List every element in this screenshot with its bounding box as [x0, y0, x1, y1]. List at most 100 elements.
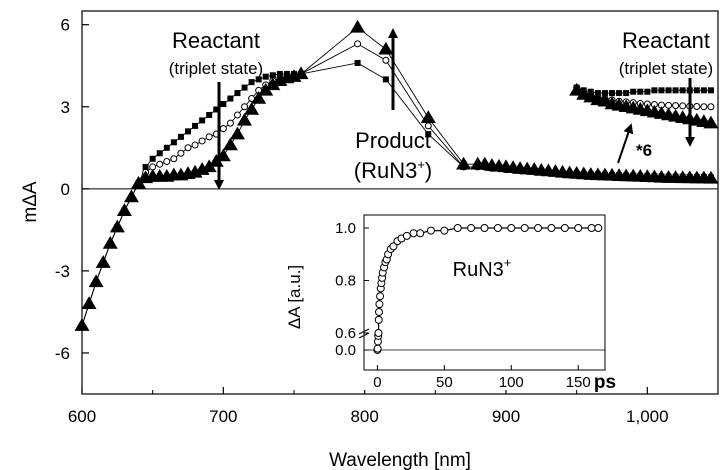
reactant-left-title: Reactant	[172, 28, 260, 53]
arrow-scale-up	[617, 123, 634, 164]
inset-title-main: RuN3	[453, 259, 504, 281]
data-point	[74, 318, 90, 331]
inset-data-point	[453, 224, 462, 232]
inset-y-tick-label: 0.0	[335, 342, 356, 359]
data-point	[637, 88, 644, 95]
y-tick-label: -6	[55, 344, 70, 363]
data-point	[229, 126, 245, 140]
x-tick-label: 1,000	[626, 407, 669, 426]
inset-data-point	[534, 224, 543, 232]
scale-label: *6	[636, 141, 652, 160]
data-point	[262, 73, 269, 80]
data-point	[185, 128, 191, 135]
data-point	[184, 144, 192, 152]
inset-data-point	[520, 224, 529, 232]
data-point	[350, 19, 366, 33]
y-tick-label: 6	[61, 16, 70, 35]
inset-y-tick-label: 0.8	[335, 273, 356, 290]
data-point	[237, 112, 253, 126]
data-point	[88, 274, 104, 288]
data-point	[227, 95, 234, 102]
data-point	[644, 88, 651, 95]
reactant-left-subtitle: (triplet state)	[169, 59, 263, 78]
inset-data-point	[467, 224, 476, 232]
data-point	[707, 87, 714, 94]
inset-axis-ticks: 0 50 100 150 0.00.6 0.8 1.0	[335, 220, 605, 391]
x-tick-label: 800	[350, 407, 378, 426]
inset-data-point	[374, 329, 383, 337]
inset-data-point	[373, 344, 382, 353]
data-point	[149, 155, 156, 162]
data-point	[569, 82, 585, 96]
inset-axis-break	[358, 328, 370, 335]
data-point	[378, 41, 394, 55]
plot-frame	[81, 10, 719, 395]
data-point	[95, 255, 111, 268]
data-point	[425, 131, 432, 138]
data-point	[102, 236, 118, 249]
data-point	[170, 155, 178, 163]
data-point	[142, 163, 149, 170]
data-point	[226, 119, 234, 127]
product-sub-close: )	[425, 158, 432, 183]
inset-data-point	[594, 224, 603, 232]
data-point	[672, 102, 680, 110]
data-point	[198, 137, 206, 145]
data-point	[81, 296, 97, 309]
y-axis-label: mΔA	[20, 181, 41, 223]
inset-y-tick-label: 1.0	[335, 220, 356, 237]
inset-data-point	[402, 231, 411, 240]
data-point	[192, 122, 199, 129]
reactant-right-title: Reactant	[622, 28, 710, 53]
inset-data-point	[560, 224, 569, 232]
data-point	[693, 87, 700, 94]
inset-x-tick-label: 0	[373, 374, 381, 391]
inset-x-tick-label: 150	[566, 374, 591, 391]
main-axis-ticks: 600 700 800 900 1,000 -6 -3 0 3 6	[55, 16, 719, 426]
series-layer	[74, 19, 719, 331]
data-point	[658, 87, 665, 94]
inset-series	[373, 224, 603, 354]
data-point	[707, 103, 715, 111]
data-point	[700, 87, 707, 94]
data-point	[630, 88, 637, 95]
data-point	[123, 189, 139, 203]
y-tick-label: 3	[61, 98, 70, 117]
data-point	[703, 115, 719, 129]
data-point	[255, 76, 262, 83]
data-point	[241, 103, 249, 111]
inset-data-point	[493, 224, 502, 232]
data-point	[234, 90, 241, 97]
data-point	[219, 125, 227, 133]
inset-frame	[363, 214, 606, 371]
data-point	[293, 66, 309, 80]
x-tick-label: 900	[492, 407, 520, 426]
series-filled-triangle	[569, 82, 719, 129]
data-point	[163, 157, 171, 165]
inset-series-layer	[373, 224, 603, 354]
inset-panel	[340, 212, 608, 390]
inset-data-point	[480, 224, 489, 232]
product-sub-main: (RuN3	[354, 158, 418, 183]
data-point	[672, 87, 679, 94]
inset-x-tick-label: 100	[499, 374, 524, 391]
data-point	[703, 170, 719, 184]
data-point	[222, 137, 238, 151]
inset-data-point	[389, 242, 398, 251]
series-square	[573, 84, 714, 97]
data-point	[382, 76, 389, 83]
data-point	[213, 106, 220, 113]
data-point	[354, 40, 362, 48]
data-point	[269, 72, 276, 79]
data-point	[623, 90, 630, 97]
inset-title-sup: +	[504, 255, 512, 270]
data-point	[233, 111, 241, 119]
data-point	[258, 82, 274, 96]
product-subtitle: (RuN3+)	[354, 157, 433, 183]
data-point	[609, 90, 615, 97]
inset-data-point	[374, 315, 383, 324]
data-point	[616, 90, 623, 97]
inset-data-point	[374, 308, 383, 316]
data-point	[199, 117, 206, 124]
